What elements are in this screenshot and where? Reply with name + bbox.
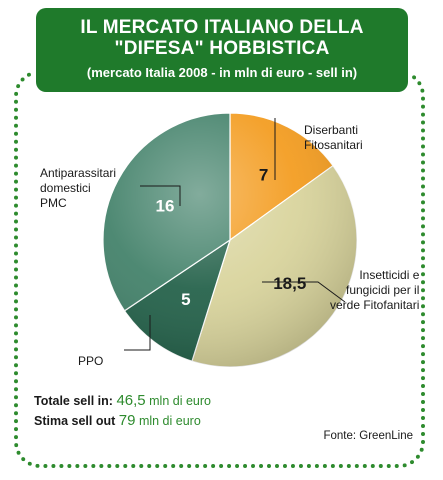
title-box: IL MERCATO ITALIANO DELLA "DIFESA" HOBBI…	[36, 8, 408, 92]
value-label-insetticidi: 18,5	[273, 274, 306, 293]
leader-line-ppo	[124, 315, 151, 351]
sell-out-unit: mln di euro	[138, 414, 201, 428]
totals-sell-in: Totale sell in: 46,5 mln di euro	[34, 392, 211, 409]
slice-label-insetticidi: Insetticidi e fungicidi per il verde Fit…	[330, 268, 420, 312]
leader-line-antiparassitari	[140, 185, 181, 206]
title-line-1: IL MERCATO ITALIANO DELLA	[80, 17, 364, 38]
pie-gloss	[103, 113, 357, 367]
leader-line-insetticidi	[262, 281, 346, 303]
slice-label-antiparassitari: Antiparassitari domestici PMC	[40, 166, 117, 210]
subtitle: (mercato Italia 2008 - in mln di euro - …	[86, 65, 358, 80]
totals-sell-out: Stima sell out 79 mln di euro	[34, 412, 201, 429]
sell-in-unit: mln di euro	[149, 394, 211, 408]
slice-label-ppo: PPO	[78, 354, 104, 368]
slice-label-diserbanti: Diserbanti Fitosanitari	[304, 123, 363, 152]
title-line-2: "DIFESA" HOBBISTICA	[114, 38, 330, 59]
sell-in-value: 46,5	[116, 392, 146, 409]
value-label-diserbanti: 7	[259, 165, 268, 184]
value-label-antiparassitari: 16	[156, 196, 175, 215]
source-note: Fonte: GreenLine	[323, 430, 413, 442]
sell-out-value: 79	[118, 412, 136, 429]
value-label-ppo: 5	[181, 290, 190, 309]
